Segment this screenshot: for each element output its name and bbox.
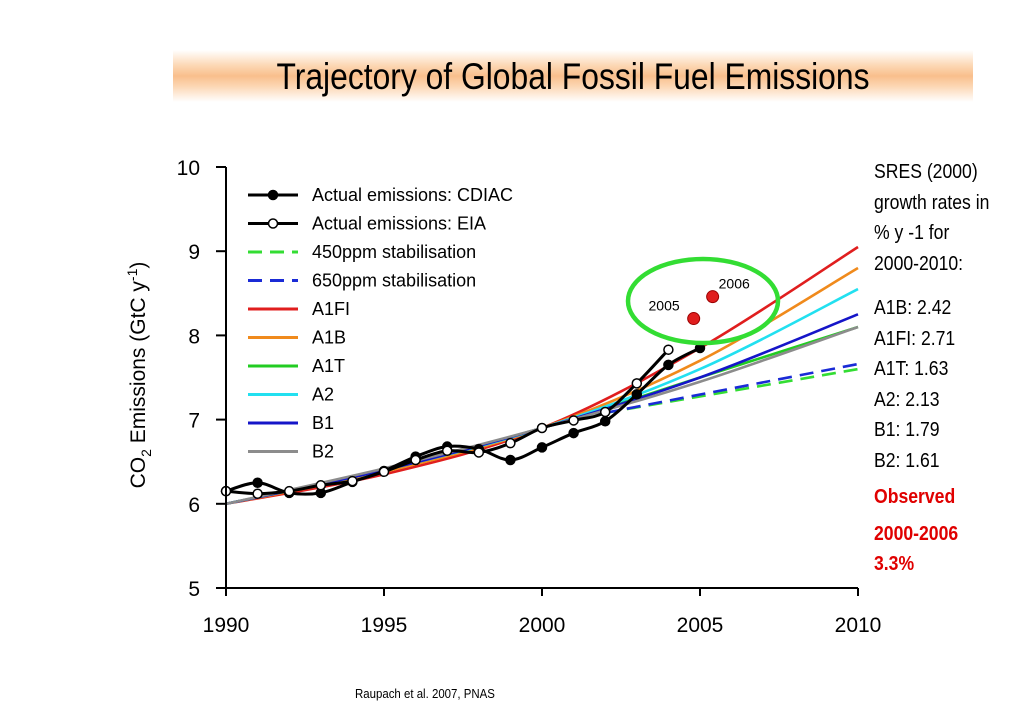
- x-tick-label: 1990: [203, 614, 250, 637]
- data-point-actual-emissions-eia: [378, 466, 390, 478]
- y-tick-label: 9: [188, 241, 200, 264]
- series-line-650ppm-stabilisation: [604, 362, 859, 415]
- x-tick-label: 2010: [835, 614, 882, 637]
- rate-b2: B2: 1.61: [874, 449, 940, 472]
- observed-period: 2000-2006: [874, 522, 959, 545]
- highlight-ellipse: [625, 256, 781, 346]
- sres-line: SRES (2000): [874, 161, 978, 183]
- data-point-actual-emissions-eia: [252, 488, 263, 499]
- data-point-actual-emissions-eia: [283, 485, 295, 497]
- data-point-actual-emissions-cdiac: [568, 427, 579, 439]
- series-line-actual-emissions-cdiac: [225, 346, 701, 496]
- page-title: Trajectory of Global Fossil Fuel Emissio…: [276, 56, 870, 97]
- data-point-actual-emissions-eia: [599, 406, 611, 418]
- data-point-actual-emissions-eia: [631, 378, 643, 389]
- y-tick-label: 10: [177, 157, 200, 180]
- legend-label: 450ppm stabilisation: [312, 242, 476, 262]
- data-point-actual-emissions-cdiac: [536, 442, 548, 453]
- y-tick-label: 5: [188, 578, 200, 601]
- legend-label: A2: [312, 385, 334, 405]
- data-point-actual-emissions-cdiac: [663, 359, 674, 371]
- sres-line: 2000-2010:: [874, 252, 964, 275]
- observed-label: Observed: [874, 486, 956, 508]
- sres-growth-panel: SRES (2000) growth rates in % y -1 for 2…: [874, 157, 1006, 580]
- annotation-label: 2006: [719, 276, 750, 292]
- data-point-actual-emissions-eia: [347, 475, 358, 487]
- x-tick-label: 2000: [519, 614, 566, 637]
- observed-point-2006: [706, 290, 720, 304]
- y-tick-label: 7: [188, 410, 200, 433]
- observed-point-2005: [687, 312, 701, 326]
- sres-line: % y -1 for: [874, 222, 950, 244]
- data-point-actual-emissions-eia: [473, 447, 485, 458]
- rate-a1b: A1B: 2.42: [874, 297, 952, 319]
- x-tick-label: 1995: [361, 614, 408, 637]
- data-point-actual-emissions-cdiac: [252, 477, 263, 488]
- observed-rate: 3.3%: [874, 553, 915, 575]
- y-axis-label: CO2 Emissions (GtC y-1): [124, 262, 154, 489]
- y-tick-label: 8: [188, 325, 200, 348]
- data-point-actual-emissions-eia: [410, 454, 421, 466]
- annotation-label: 2005: [649, 298, 680, 314]
- data-point-actual-emissions-eia: [568, 415, 579, 426]
- rate-a1t: A1T: 1.63: [874, 358, 949, 380]
- source-citation: Raupach et al. 2007, PNAS: [355, 686, 495, 701]
- legend-marker: [267, 218, 279, 229]
- title-band: [173, 50, 973, 102]
- rate-b1: B1: 1.79: [874, 419, 940, 441]
- data-point-actual-emissions-cdiac: [505, 454, 516, 466]
- legend-label: A1FI: [312, 299, 350, 319]
- legend-label: A1B: [312, 328, 346, 348]
- data-point-actual-emissions-eia: [505, 437, 516, 449]
- y-tick-label: 6: [188, 494, 200, 517]
- legend-label: Actual emissions: CDIAC: [312, 185, 513, 205]
- legend-label: Actual emissions: EIA: [312, 214, 486, 234]
- legend-label: B2: [312, 442, 334, 462]
- data-point-actual-emissions-cdiac: [599, 416, 611, 427]
- legend-label: A1T: [312, 356, 345, 376]
- legend-label: B1: [312, 413, 334, 433]
- data-point-actual-emissions-eia: [315, 480, 327, 491]
- legend-marker: [267, 189, 279, 201]
- x-tick-label: 2005: [677, 614, 724, 637]
- rate-a1fi: A1FI: 2.71: [874, 327, 956, 350]
- data-point-actual-emissions-eia: [663, 344, 674, 355]
- data-point-actual-emissions-cdiac: [631, 389, 643, 400]
- legend-label: 650ppm stabilisation: [312, 271, 476, 291]
- sres-line: growth rates in: [874, 191, 990, 214]
- data-point-actual-emissions-eia: [536, 422, 548, 434]
- data-point-actual-emissions-eia: [441, 445, 453, 457]
- rate-a2: A2: 2.13: [874, 388, 940, 411]
